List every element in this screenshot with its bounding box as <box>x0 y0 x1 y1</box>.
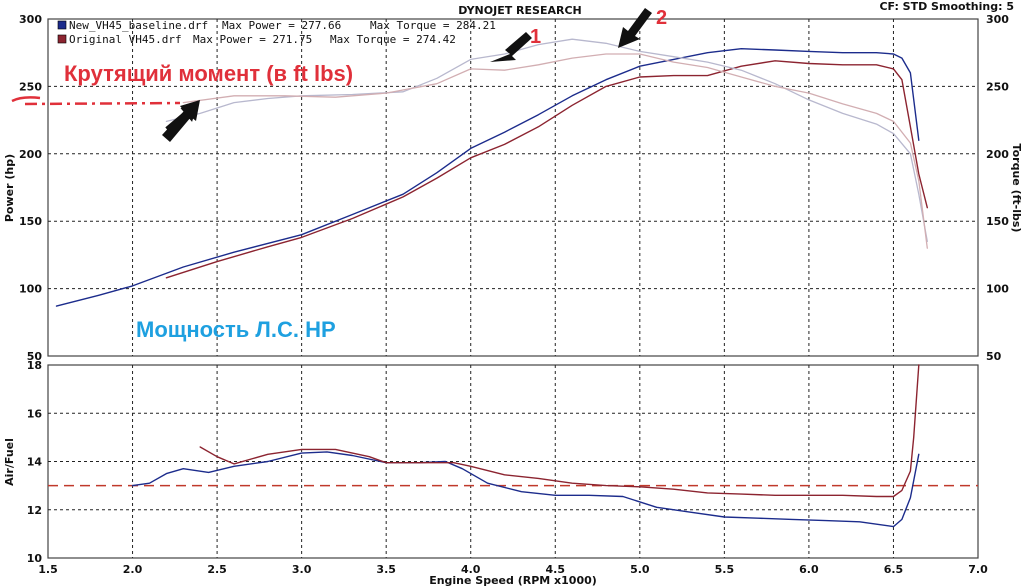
x-tick-label: 2.0 <box>123 563 143 576</box>
torque-tick-label: 150 <box>986 215 1009 228</box>
grid-lines <box>48 19 978 558</box>
series-power-original <box>165 60 928 279</box>
torque-underline <box>11 96 41 103</box>
afr-tick-label: 12 <box>27 504 42 517</box>
power-tick-label: 200 <box>19 148 42 161</box>
legend-swatch-original <box>57 34 67 44</box>
power-tick-label: 300 <box>19 13 42 26</box>
x-tick-label: 1.5 <box>38 563 58 576</box>
x-tick-label: 4.0 <box>461 563 481 576</box>
annotations: Крутящий момент (в ft lbs) Мощность Л.С.… <box>11 7 667 342</box>
marker-1: 1 <box>530 26 541 48</box>
x-tick-label: 6.0 <box>799 563 819 576</box>
x-axis-label: Engine Speed (RPM x1000) <box>429 574 597 587</box>
torque-annotation: Крутящий момент (в ft lbs) <box>64 61 353 86</box>
legend-power-new: Max Power = 277.66 <box>222 19 341 32</box>
legend-file-original: Original VH45.drf <box>69 33 182 46</box>
x-tick-label: 5.5 <box>715 563 735 576</box>
x-tick-label: 6.5 <box>884 563 904 576</box>
chart-title: DYNOJET RESEARCH <box>458 4 581 17</box>
afr-tick-label: 14 <box>27 456 43 469</box>
legend-torque-new: Max Torque = 284.21 <box>370 19 496 32</box>
x-tick-label: 7.0 <box>968 563 988 576</box>
power-tick-label: 250 <box>19 80 42 93</box>
torque-tick-label: 250 <box>986 80 1009 93</box>
afr-tick-label: 16 <box>27 407 43 420</box>
arrow-1 <box>490 32 532 62</box>
legend-swatch-new <box>57 20 67 30</box>
afr-tick-label: 10 <box>27 552 43 565</box>
tick-labels: 1.5 2.0 2.5 3.0 3.5 4.0 4.5 5.0 5.5 6.0 6.5 7.0 50 50… <box>19 13 1009 576</box>
power-axis-label: Power (hp) <box>3 154 16 222</box>
afr-axis-label: Air/Fuel <box>3 438 16 486</box>
x-tick-label: 3.0 <box>292 563 312 576</box>
x-tick-label: 2.5 <box>207 563 227 576</box>
series-power-new <box>55 48 920 307</box>
chart-settings: CF: STD Smoothing: 5 <box>879 0 1014 13</box>
afr-tick-label: 18 <box>27 359 42 372</box>
series-lines <box>48 38 978 528</box>
legend-torque-original: Max Torque = 274.42 <box>330 33 456 46</box>
torque-tick-label: 50 <box>986 350 1002 363</box>
arrow-2 <box>618 8 652 48</box>
torque-axis-label: Torque (ft-lbs) <box>1010 144 1023 233</box>
legend: New_VH45_baseline.drf Max Power = 277.66… <box>57 19 496 46</box>
power-tick-label: 100 <box>19 283 42 296</box>
torque-tick-label: 200 <box>986 148 1009 161</box>
power-tick-label: 50 <box>27 350 43 363</box>
torque-dash-line <box>24 101 181 106</box>
arrow-torque-start-head <box>162 100 200 142</box>
power-tick-label: 150 <box>19 215 42 228</box>
legend-file-new: New_VH45_baseline.drf <box>69 19 208 32</box>
x-tick-label: 4.5 <box>546 563 566 576</box>
legend-power-original: Max Power = 271.75 <box>193 33 312 46</box>
torque-tick-label: 300 <box>986 13 1009 26</box>
x-tick-label: 5.0 <box>630 563 650 576</box>
series-afr-new <box>131 451 920 528</box>
marker-2: 2 <box>656 7 667 29</box>
x-tick-label: 3.5 <box>376 563 396 576</box>
series-torque-original <box>182 53 928 249</box>
power-annotation: Мощность Л.С. HP <box>136 317 336 342</box>
series-afr-original <box>199 364 920 498</box>
power-plot-frame <box>47 18 979 357</box>
torque-tick-label: 100 <box>986 283 1009 296</box>
